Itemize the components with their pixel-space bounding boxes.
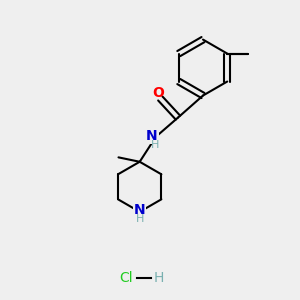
Text: H: H xyxy=(151,140,160,150)
Text: H: H xyxy=(154,271,164,285)
Text: N: N xyxy=(134,203,146,218)
Text: O: O xyxy=(152,86,164,100)
Text: N: N xyxy=(146,129,158,143)
Text: Cl: Cl xyxy=(120,271,133,285)
Text: H: H xyxy=(136,214,144,224)
